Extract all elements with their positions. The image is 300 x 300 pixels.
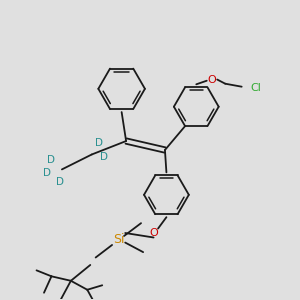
Text: O: O	[208, 74, 217, 85]
Text: Cl: Cl	[250, 83, 262, 93]
Text: D: D	[47, 155, 56, 166]
Text: D: D	[100, 152, 108, 162]
Text: D: D	[95, 138, 103, 148]
Text: D: D	[56, 177, 64, 187]
Text: D: D	[43, 168, 51, 178]
Text: O: O	[149, 228, 158, 238]
Text: Si: Si	[113, 233, 124, 246]
